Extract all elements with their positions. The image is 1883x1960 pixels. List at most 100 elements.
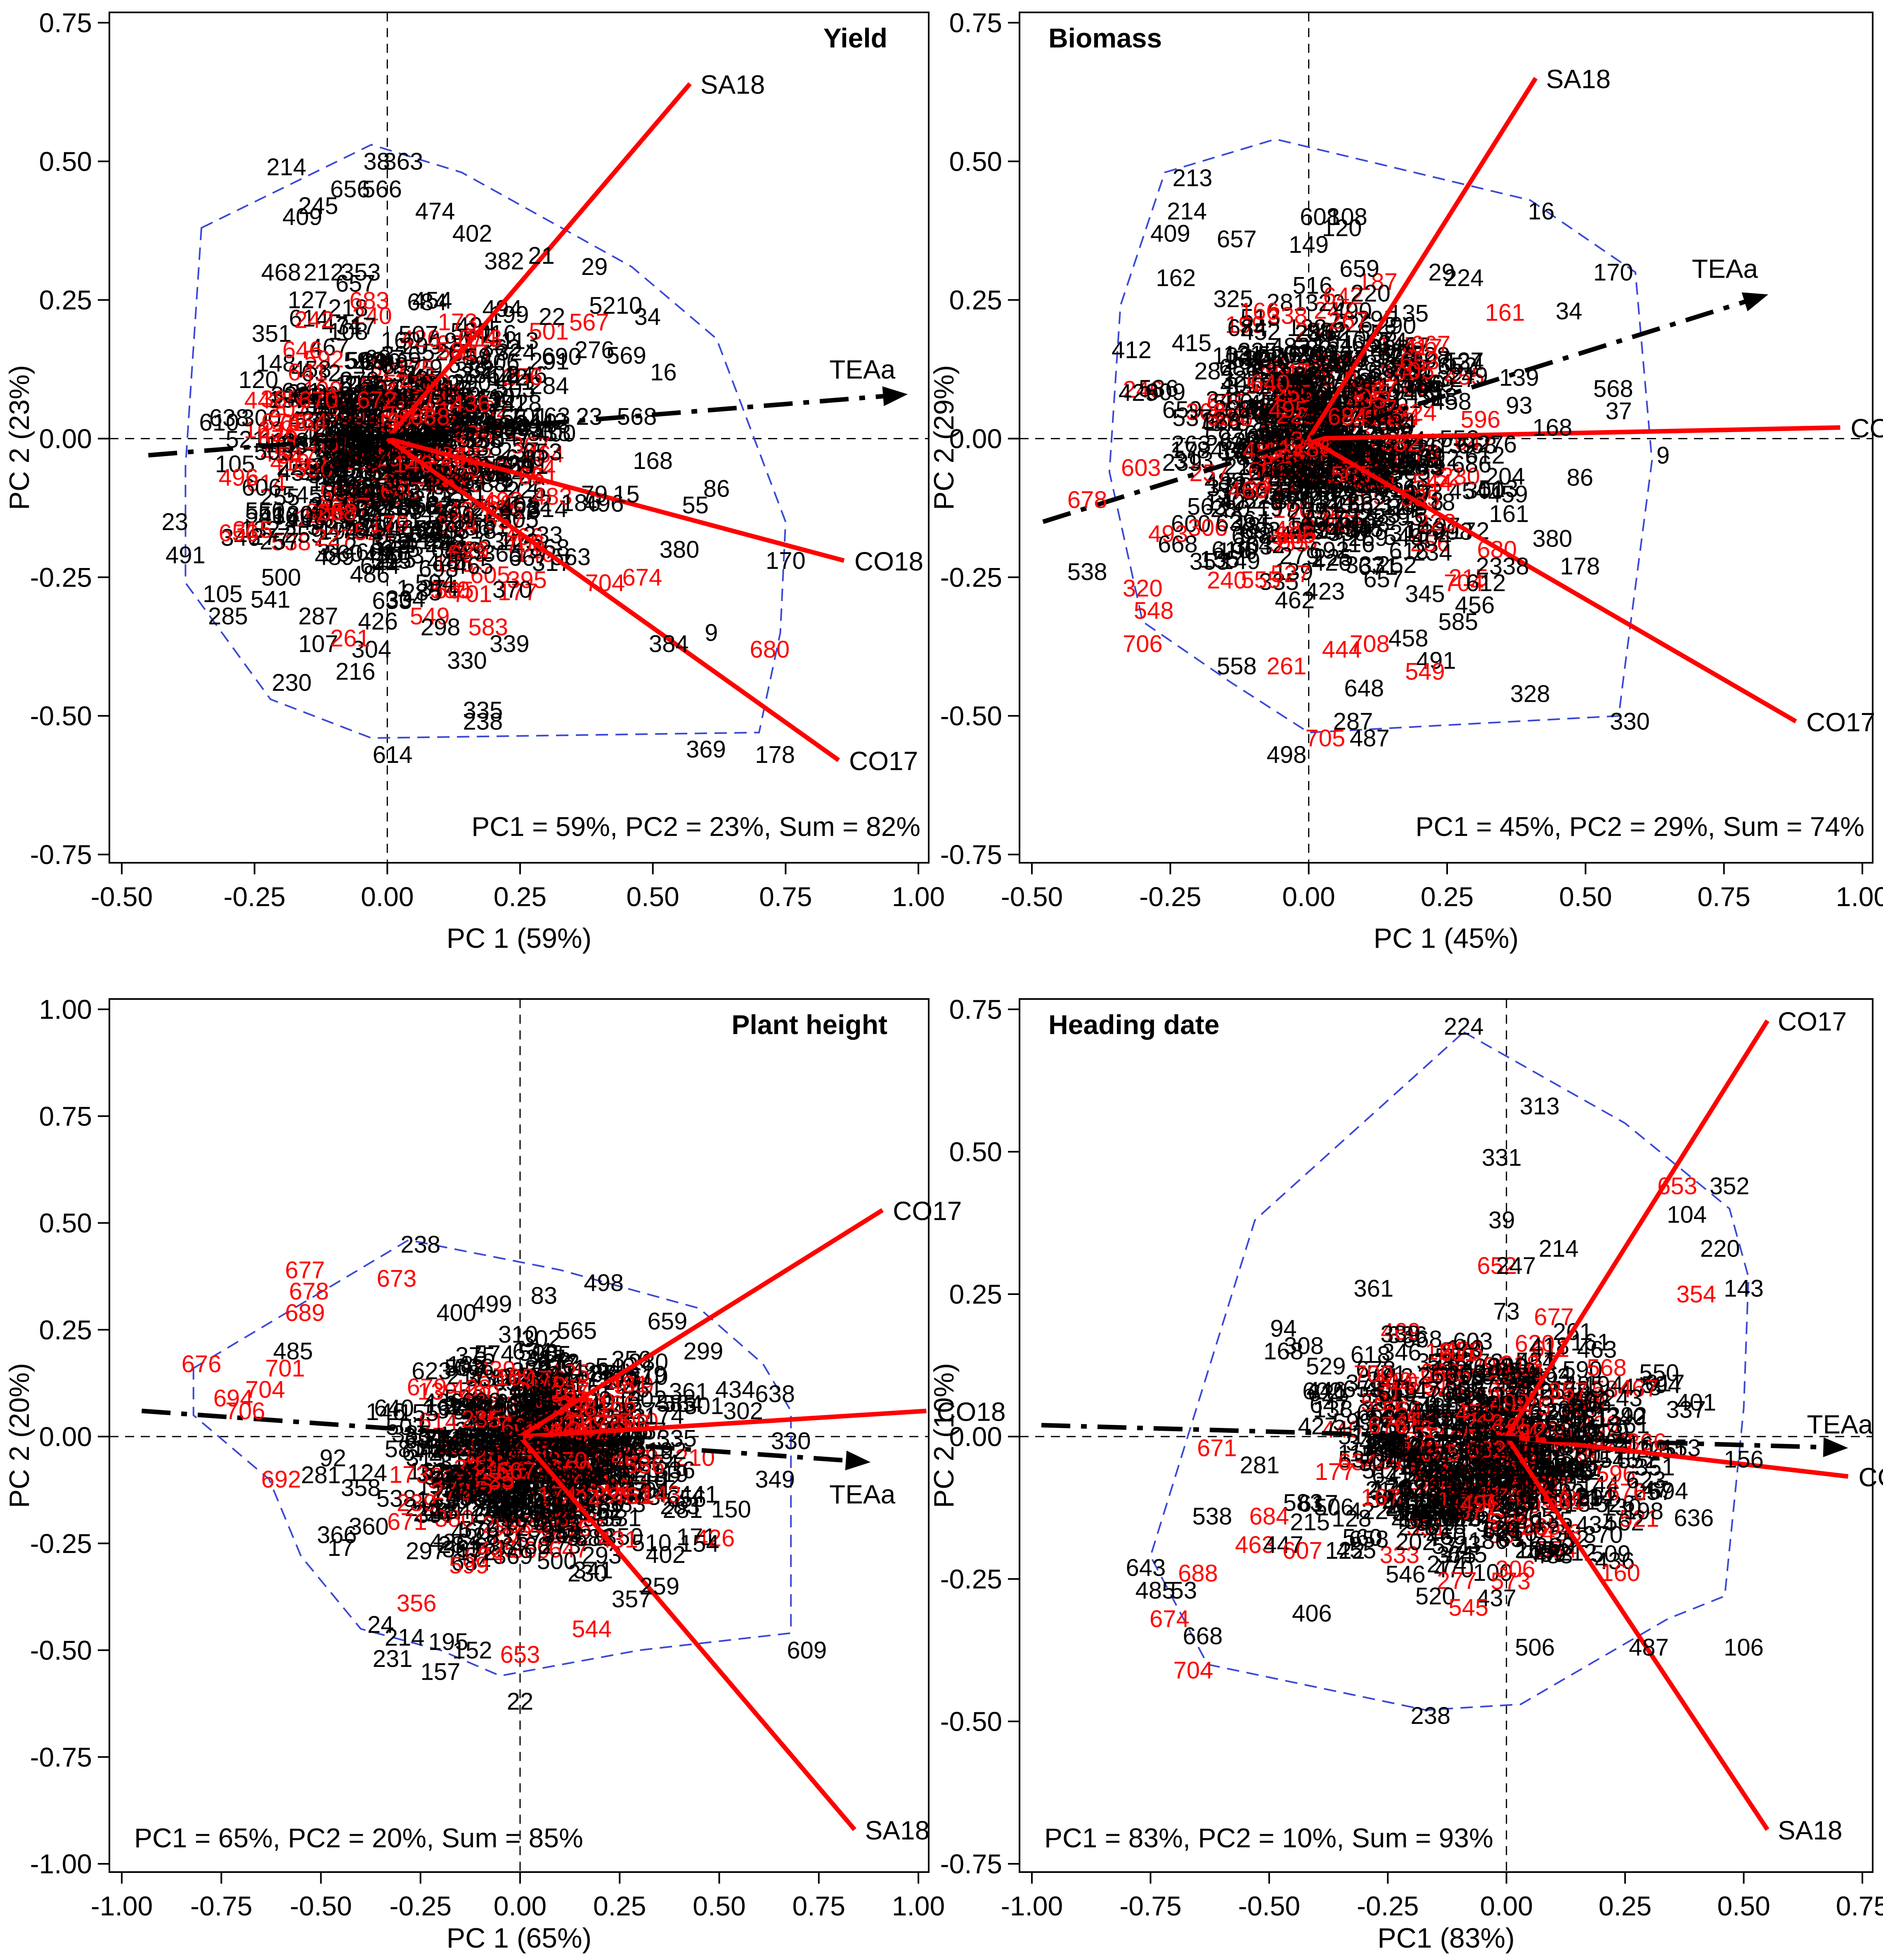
panel-biomass: -0.50 -0.25 0.00 0.25 0.50 0.75 1.00 0.75 0.50 0.… — [928, 7, 1883, 954]
genotype-label: 214 — [1539, 1236, 1579, 1262]
genotype-label: 21 — [528, 242, 555, 269]
x-tick-label: 1.00 — [892, 1891, 945, 1921]
genotype-label: 168 — [633, 447, 673, 474]
genotype-label: 216 — [336, 658, 376, 685]
genotype-cloud-mark: 240 — [1249, 459, 1289, 486]
genotype-cloud-mark: 273 — [370, 479, 410, 506]
x-tick-label: 0.75 — [1836, 1891, 1883, 1921]
genotype-cloud-mark: 422 — [316, 439, 356, 466]
variance-summary: PC1 = 45%, PC2 = 29%, Sum = 74% — [1415, 811, 1864, 842]
genotype-cloud-mark: 454 — [420, 401, 460, 428]
genotype-label: 93 — [1506, 392, 1533, 419]
genotype-label: 139 — [1499, 365, 1539, 391]
genotype-cloud-mark: 538 — [271, 529, 311, 556]
genotype-cloud-mark: 684 — [1227, 315, 1267, 341]
tea-label: TEAa — [1692, 254, 1758, 284]
environment-label: CO17 — [1778, 1007, 1847, 1037]
genotype-label: 499 — [472, 1291, 512, 1318]
x-tick-label: -0.25 — [1357, 1891, 1419, 1921]
x-tick-label: 0.00 — [361, 881, 414, 912]
genotype-label: 156 — [1724, 1446, 1764, 1473]
genotype-cloud-mark: 524 — [444, 390, 484, 417]
panel-title: Plant height — [731, 1009, 887, 1040]
genotype-cloud-mark: 426 — [500, 497, 540, 524]
genotype-cloud-mark: 479 — [354, 351, 394, 378]
genotype-cloud-mark: 185 — [594, 1463, 634, 1490]
genotype-label: 34 — [1556, 298, 1583, 325]
genotype-label: 330 — [447, 647, 487, 674]
genotype-cloud-mark: 132 — [351, 439, 391, 466]
genotype-cloud-mark: 618 — [1426, 1513, 1467, 1539]
genotype-label: 547 — [277, 442, 317, 469]
y-tick-label: 0.00 — [39, 424, 92, 454]
genotype-cloud-mark: 500 — [360, 384, 400, 411]
genotype-cloud-mark: 675 — [380, 536, 420, 563]
genotype-label: 549 — [1405, 658, 1445, 685]
genotype-cloud-mark: 113 — [501, 327, 539, 354]
y-tick-label: 0.75 — [949, 7, 1002, 38]
genotype-cloud-mark: 467 — [309, 334, 349, 361]
genotype-label: 406 — [1292, 1600, 1332, 1627]
genotype-label: 302 — [723, 1398, 763, 1425]
genotype-label: 122 — [1325, 1537, 1365, 1564]
genotype-cloud-mark: 565 — [557, 1317, 597, 1344]
genotype-label: 689 — [285, 1300, 325, 1326]
genotype-label: 15 — [613, 481, 640, 508]
genotype-cloud-mark: 586 — [1139, 375, 1179, 402]
genotype-label: 609 — [787, 1637, 827, 1664]
genotype-cloud-mark: 535 — [1400, 485, 1440, 511]
genotype-cloud-mark: 284 — [529, 372, 569, 399]
genotype-label: 706 — [505, 531, 545, 558]
genotype-label: 245 — [298, 192, 338, 219]
genotype-cloud-mark: 339 — [445, 538, 485, 565]
genotype-cloud-mark: 298 — [1492, 1490, 1532, 1517]
genotype-label: 708 — [1350, 631, 1390, 658]
genotype-label: 9 — [705, 620, 718, 646]
genotype-cloud-mark: 508 — [519, 1339, 559, 1366]
genotype-label: 238 — [400, 1231, 440, 1258]
genotype-label: 541 — [251, 586, 291, 613]
environment-label: CO18 — [1859, 1463, 1883, 1492]
genotype-cloud-mark: 563 — [500, 1506, 540, 1532]
genotype-cloud-mark: 450 — [311, 495, 351, 521]
genotype-cloud-mark: 402 — [334, 443, 374, 469]
y-tick-label: -0.25 — [940, 1564, 1002, 1594]
genotype-label: 224 — [1444, 1013, 1484, 1040]
panel-plant-height: -1.00 -0.75 -0.50 -0.25 0.00 0.25 0.50 0.75 1.00… — [4, 994, 1005, 1954]
panel-title: Heading date — [1048, 1009, 1219, 1040]
genotype-label: 485 — [1135, 1577, 1176, 1604]
genotype-cloud-mark: 312 — [326, 385, 366, 412]
y-tick-label: 0.25 — [39, 285, 92, 315]
genotype-label: 38 — [363, 148, 390, 175]
genotype-cloud-mark: 313 — [405, 465, 445, 492]
genotype-label: 369 — [686, 736, 726, 763]
genotype-label: 29 — [581, 253, 608, 280]
genotype-label: 680 — [750, 636, 790, 663]
genotype-cloud-mark: 351 — [252, 320, 292, 347]
x-tick-label: 0.25 — [593, 1891, 646, 1921]
genotype-cloud-mark: 638 — [1216, 510, 1256, 537]
x-tick-label: -0.75 — [190, 1891, 252, 1921]
y-tick-label: 1.00 — [39, 994, 92, 1025]
y-tick-label: -0.50 — [30, 1635, 92, 1666]
environment-label: SA18 — [865, 1816, 930, 1845]
y-tick-label: 0.75 — [39, 7, 92, 38]
genotype-label: 380 — [660, 536, 700, 563]
y-tick-label: 0.00 — [39, 1421, 92, 1452]
genotype-cloud-mark: 668 — [1158, 531, 1198, 558]
environment-label: CO17 — [849, 746, 918, 776]
tea-arrowhead — [845, 1450, 871, 1470]
genotype-label: 382 — [484, 248, 524, 275]
genotype-label: 671 — [1197, 1435, 1237, 1462]
genotype-cloud-mark: 177 — [1315, 1458, 1355, 1485]
genotype-cloud-mark: 384 — [355, 475, 395, 502]
genotype-cloud-mark: 586 — [1308, 351, 1348, 378]
genotype-cloud-mark: 661 — [382, 509, 422, 536]
tea-label: TEAa — [829, 1479, 895, 1509]
genotype-label: 37 — [1606, 398, 1632, 424]
genotype-label: 547 — [568, 1411, 608, 1437]
genotype-label: 73 — [1493, 1298, 1520, 1325]
genotype-label: 684 — [1327, 403, 1367, 430]
